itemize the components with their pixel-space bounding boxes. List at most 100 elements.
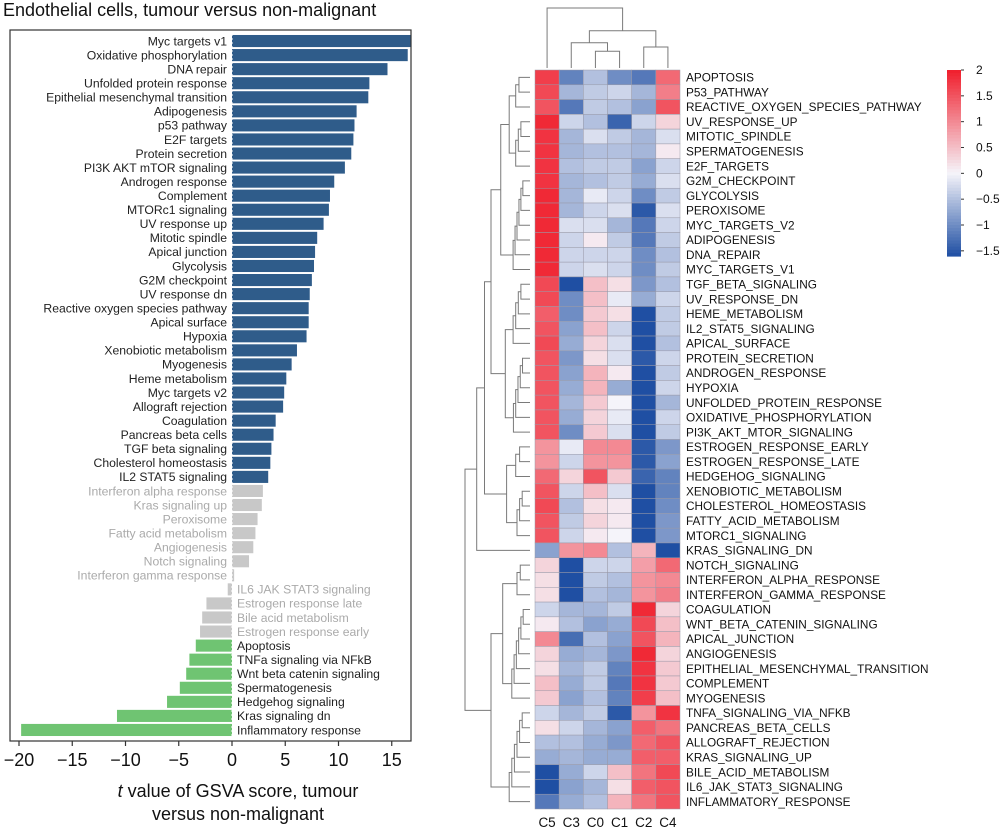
row-label: HYPOXIA xyxy=(686,381,739,395)
bar-chart-xlabel-line1: t value of GSVA score, tumour xyxy=(78,780,398,803)
heatmap-cell xyxy=(607,380,632,396)
bar-label: PI3K AKT mTOR signaling xyxy=(84,161,227,175)
bar-label: p53 pathway xyxy=(158,119,228,133)
heatmap-cell xyxy=(631,158,657,174)
bar xyxy=(232,344,297,357)
heatmap-cell xyxy=(631,675,657,692)
bar-label: Mitotic spindle xyxy=(150,231,227,245)
heatmap-cell xyxy=(583,128,608,145)
heatmap-cell xyxy=(631,572,657,588)
bar xyxy=(232,484,263,497)
row-label: PI3K_AKT_MTOR_SIGNALING xyxy=(686,425,853,439)
heatmap-cell xyxy=(631,291,657,307)
bar-label: Wnt beta catenin signaling xyxy=(237,667,380,681)
row-label: KRAS_SIGNALING_DN xyxy=(686,544,813,558)
row-label: APICAL_SURFACE xyxy=(686,337,790,351)
heatmap-cell xyxy=(655,749,681,765)
colorbar-segment xyxy=(947,175,961,180)
row-dendrogram-branch xyxy=(519,719,530,743)
colorbar-segment xyxy=(947,85,961,90)
heatmap-cell xyxy=(558,749,584,765)
heatmap-cell xyxy=(558,527,584,544)
bar-label: Allograft rejection xyxy=(133,400,227,414)
bar xyxy=(189,653,232,666)
heatmap-cell xyxy=(631,321,657,337)
heatmap-cell xyxy=(607,306,632,322)
bar xyxy=(232,386,285,399)
bar-label: Coagulation xyxy=(162,414,227,428)
heatmap-cell xyxy=(583,631,608,647)
column-dendrogram-branch xyxy=(588,30,657,47)
colorbar-segment xyxy=(947,225,961,229)
colorbar-segment xyxy=(947,159,961,164)
bar xyxy=(232,91,369,104)
heatmap-cell xyxy=(534,291,560,307)
bar-label: Interferon gamma response xyxy=(77,569,227,583)
heatmap-cell xyxy=(583,187,608,204)
heatmap-cell xyxy=(583,424,608,440)
row-dendrogram-branch xyxy=(508,95,516,154)
column-label: C2 xyxy=(635,815,652,830)
heatmap-cell xyxy=(583,380,608,396)
row-label: INTERFERON_GAMMA_RESPONSE xyxy=(686,588,886,602)
bar-label: Pancreas beta cells xyxy=(121,428,227,442)
heatmap-cell xyxy=(558,587,584,603)
row-label: INTERFERON_ALPHA_RESPONSE xyxy=(686,573,880,587)
heatmap-cell xyxy=(534,720,560,736)
heatmap-cell xyxy=(558,158,584,174)
row-label: TGF_BETA_SIGNALING xyxy=(686,278,817,292)
row-label: COMPLEMENT xyxy=(686,677,769,691)
heatmap-cell xyxy=(631,454,657,470)
heatmap-cell xyxy=(631,646,657,662)
heatmap-cell xyxy=(607,675,632,692)
row-label: APICAL_JUNCTION xyxy=(686,632,794,646)
heatmap-cell xyxy=(631,468,657,485)
heatmap-cell xyxy=(631,99,657,115)
bar-label: MTORc1 signaling xyxy=(127,203,227,217)
bar-label: IL6 JAK STAT3 signaling xyxy=(237,583,371,597)
row-dendrogram-branch xyxy=(518,627,530,655)
heatmap-cell xyxy=(655,660,681,677)
heatmap-cell xyxy=(534,660,560,677)
heatmap-cell xyxy=(534,321,560,337)
row-label: BILE_ACID_METABOLISM xyxy=(686,765,829,779)
heatmap-cell xyxy=(607,84,632,100)
bar-label: Adipogenesis xyxy=(154,105,227,119)
colorbar-segment xyxy=(947,187,961,192)
heatmap-cell xyxy=(655,202,681,219)
bar xyxy=(186,667,232,680)
heatmap-cell xyxy=(583,291,608,307)
row-dendrogram-branch xyxy=(517,128,530,152)
dendrograms xyxy=(464,7,669,803)
colorbar-segment xyxy=(947,190,961,195)
heatmap-cell xyxy=(607,439,632,455)
bar xyxy=(232,105,357,118)
bar xyxy=(167,695,232,708)
colorbar-segment xyxy=(947,252,961,257)
heatmap-cell xyxy=(558,276,584,292)
heatmap-cell xyxy=(607,483,632,499)
heatmap-cell xyxy=(583,646,608,662)
colorbar-segment xyxy=(947,243,961,248)
heatmap-cell xyxy=(655,291,681,307)
bar xyxy=(232,161,345,174)
heatmap-cell xyxy=(607,779,632,795)
heatmap-cell xyxy=(534,365,560,381)
colorbar-segment xyxy=(947,91,961,96)
heatmap-cell xyxy=(534,557,560,573)
heatmap-cell xyxy=(607,173,632,189)
heatmap-cell xyxy=(607,424,632,440)
heatmap-cell xyxy=(534,261,560,278)
bar-label: Myc targets v1 xyxy=(148,34,227,48)
bar xyxy=(232,119,355,132)
heatmap-cell xyxy=(631,187,657,204)
heatmap-cell xyxy=(534,335,560,352)
heatmap-cell xyxy=(558,306,584,322)
bar xyxy=(232,527,256,540)
heatmap-cell xyxy=(558,690,584,706)
heatmap-cell xyxy=(607,764,632,780)
heatmap-cell xyxy=(631,84,657,100)
row-label: G2M_CHECKPOINT xyxy=(686,174,795,188)
heatmap-cell xyxy=(655,173,681,189)
heatmap-cell xyxy=(607,261,632,278)
